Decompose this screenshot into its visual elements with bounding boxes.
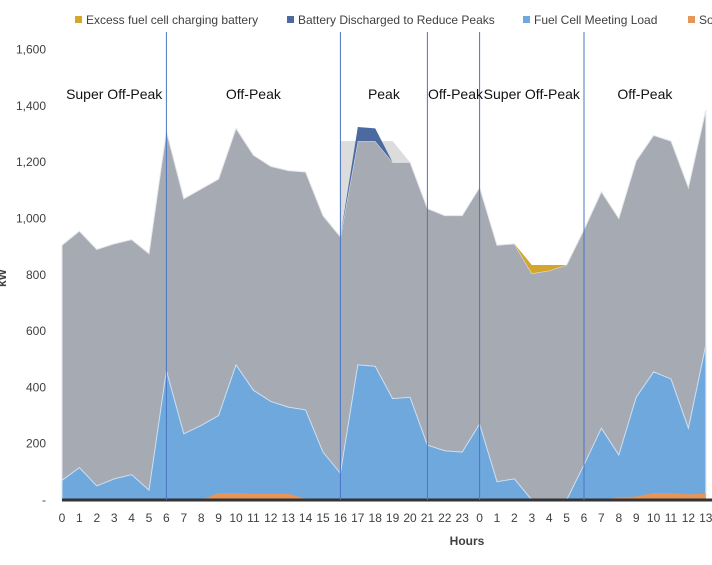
legend-swatch xyxy=(523,16,530,23)
x-tick-label: 14 xyxy=(299,511,313,525)
legend: Excess fuel cell charging battery Battery… xyxy=(75,13,712,27)
y-tick-label: 1,000 xyxy=(16,212,46,226)
demand-limit-area xyxy=(340,141,410,237)
x-tick-label: 3 xyxy=(111,511,118,525)
legend-label: Excess fuel cell charging battery xyxy=(86,13,258,27)
x-tick-label: 22 xyxy=(438,511,452,525)
series-areas xyxy=(61,110,712,502)
y-tick-label: 800 xyxy=(26,268,46,282)
legend-label: Battery Discharged to Reduce Peaks xyxy=(298,13,495,27)
x-tick-label: 15 xyxy=(316,511,330,525)
x-tick-label: 23 xyxy=(456,511,470,525)
y-tick-label: 600 xyxy=(26,324,46,338)
x-tick-label: 16 xyxy=(334,511,348,525)
series-area-battery-discharged-to-reduce-peaks xyxy=(340,127,393,237)
period-label: Off-Peak xyxy=(226,86,282,102)
x-tick-label: 13 xyxy=(282,511,296,525)
series-area-excess-fuel-cell-charging-battery xyxy=(514,243,567,274)
legend-swatch xyxy=(688,16,695,23)
x-tick-label: 8 xyxy=(198,511,205,525)
legend-item-battery-discharged-to-reduce-peaks: Battery Discharged to Reduce Peaks xyxy=(287,13,495,27)
x-tick-label: 7 xyxy=(180,511,187,525)
x-tick-label: 6 xyxy=(581,511,588,525)
x-tick-label: 12 xyxy=(264,511,278,525)
x-tick-label: 2 xyxy=(511,511,518,525)
y-axis: - 200 400 600 800 1,000 1,200 1,400 1,600 xyxy=(16,43,46,507)
legend-item-excess-fuel-cell-charging-battery: Excess fuel cell charging battery xyxy=(75,13,258,27)
x-tick-label: 5 xyxy=(146,511,153,525)
period-label: Super Off-Peak xyxy=(484,86,581,102)
x-tick-label: 17 xyxy=(351,511,365,525)
x-tick-label: 9 xyxy=(215,511,222,525)
x-tick-label: 2 xyxy=(93,511,100,525)
y-tick-label: 1,600 xyxy=(16,43,46,57)
x-tick-label: 3 xyxy=(528,511,535,525)
x-tick-label: 20 xyxy=(403,511,417,525)
period-label: Off-Peak xyxy=(617,86,673,102)
y-tick-label: 200 xyxy=(26,437,46,451)
y-axis-label-group: kW xyxy=(0,268,9,287)
period-label: Peak xyxy=(368,86,401,102)
period-label: Off-Peak xyxy=(428,86,484,102)
y-tick-label: 1,400 xyxy=(16,99,46,113)
y-tick-label: - xyxy=(42,493,46,507)
period-label: Super Off-Peak xyxy=(66,86,163,102)
period-labels: Super Off-Peak Off-Peak Peak Off-Peak Super … xyxy=(66,86,673,102)
x-tick-label: 0 xyxy=(59,511,66,525)
legend-swatch xyxy=(287,16,294,23)
y-tick-label: 400 xyxy=(26,380,46,394)
x-tick-label: 4 xyxy=(128,511,135,525)
x-tick-label: 13 xyxy=(699,511,712,525)
period-dividers xyxy=(165,32,585,500)
x-tick-label: 10 xyxy=(229,511,243,525)
x-tick-label: 6 xyxy=(163,511,170,525)
legend-swatch xyxy=(75,16,82,23)
x-tick-label: 21 xyxy=(421,511,435,525)
x-tick-label: 1 xyxy=(494,511,501,525)
x-tick-label: 8 xyxy=(615,511,622,525)
series-area-fuel-cell-meeting-load xyxy=(61,345,707,501)
x-axis-label: Hours xyxy=(450,534,485,548)
x-tick-label: 4 xyxy=(546,511,553,525)
x-tick-label: 12 xyxy=(682,511,696,525)
x-tick-label: 10 xyxy=(647,511,661,525)
legend-label: Solar xyxy=(699,13,712,27)
x-tick-label: 5 xyxy=(563,511,570,525)
x-tick-label: 9 xyxy=(633,511,640,525)
x-tick-label: 7 xyxy=(598,511,605,525)
x-tick-label: 11 xyxy=(247,511,260,525)
y-axis-label: kW xyxy=(0,268,9,287)
x-tick-label: 1 xyxy=(76,511,83,525)
y-tick-label: 1,200 xyxy=(16,155,46,169)
series-area-solar xyxy=(62,492,706,500)
legend-label: Fuel Cell Meeting Load xyxy=(534,13,657,27)
x-tick-label: 11 xyxy=(665,511,678,525)
x-tick-label: 18 xyxy=(369,511,383,525)
legend-item-fuel-cell-meeting-load: Fuel Cell Meeting Load xyxy=(523,13,657,27)
x-axis: 0 1 2 3 4 5 6 7 8 9 10 11 12 13 14 15 16 17 18 19 20 21 22 23 0 1… xyxy=(59,511,712,525)
x-tick-label: 19 xyxy=(386,511,400,525)
x-tick-label: 0 xyxy=(476,511,483,525)
legend-item-solar: Solar xyxy=(688,13,712,27)
